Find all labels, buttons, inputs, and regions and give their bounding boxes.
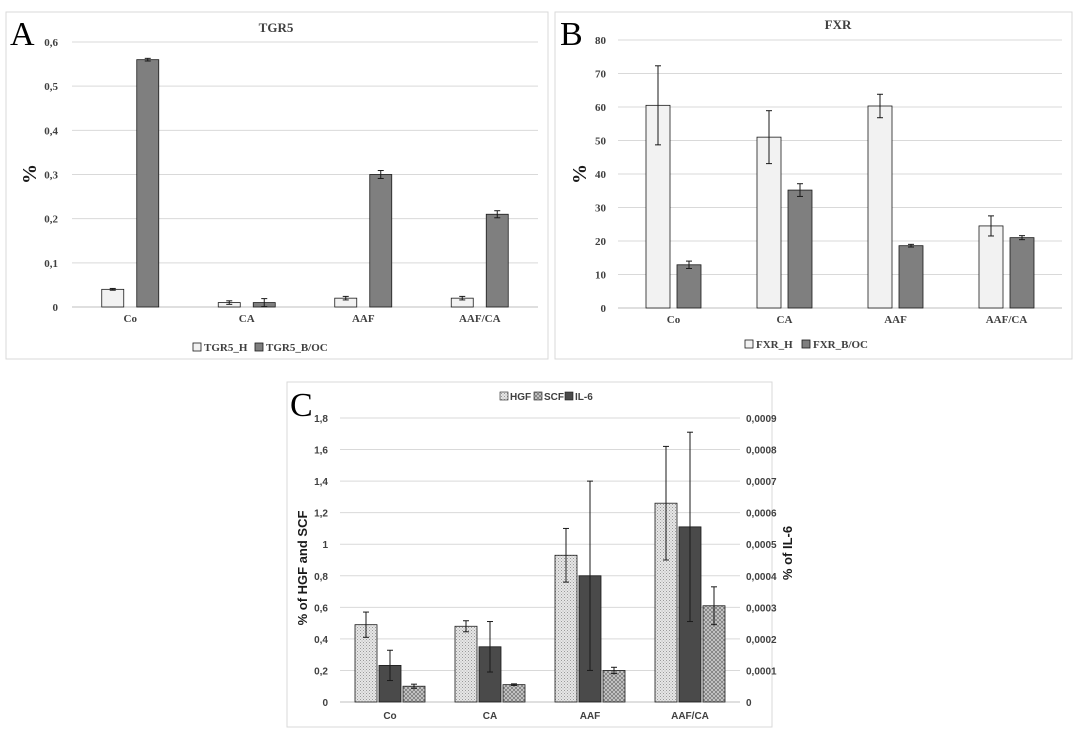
- panel-b-ytick-label: 20: [595, 236, 607, 248]
- bar-fxr-h-aaf-ca: [978, 225, 1004, 309]
- legend-label-tgr5-b-oc: TGR5_B/OC: [266, 342, 328, 354]
- panel-c-ytick-label: 1: [322, 540, 328, 551]
- bar-scf-ca: [502, 684, 526, 703]
- panel-a-ylabel: %: [19, 164, 41, 184]
- legend-label-hgf: HGF: [510, 392, 531, 403]
- panel-b-ylabel: %: [569, 164, 591, 184]
- legend-swatch-tgr5-b-oc: [254, 342, 264, 352]
- panel-c-y2tick-label: 0,0008: [746, 446, 777, 457]
- panel-c-ytick-label: 0: [322, 698, 328, 709]
- legend-swatch-hgf: [499, 391, 509, 401]
- panel-c-ytick-label: 1,2: [314, 509, 328, 520]
- panel-c-ytick-label: 0,2: [314, 666, 328, 677]
- bar-tgr5-b-oc-co: [136, 59, 160, 308]
- panel-a-ytick-label: 0,2: [44, 214, 58, 226]
- panel-c-ytick-label: 0,4: [314, 635, 328, 646]
- panel-a-plot: 0 0,1 0,2 0,3 0,4 0,5 0,6 Co CA AAF AAF/CA: [44, 37, 538, 325]
- bar-fxr-h-ca: [756, 136, 782, 309]
- panel-c-ylabel-right: % of IL-6: [780, 526, 795, 580]
- panel-a-ytick-label: 0: [53, 302, 59, 314]
- panel-b-ytick-label: 50: [595, 136, 607, 148]
- panel-a-ytick-label: 0,3: [44, 170, 58, 182]
- panel-c-y2tick-label: 0,0004: [746, 572, 777, 583]
- panel-c-xtick-label: CA: [483, 711, 497, 722]
- panel-c-xtick-label: AAF: [580, 711, 601, 722]
- legend-label-il6: IL-6: [575, 392, 593, 403]
- panel-c-y2tick-label: 0,0003: [746, 603, 777, 614]
- legend-swatch-fxr-b-oc: [801, 339, 811, 349]
- panel-a-xtick-label: Co: [124, 313, 138, 325]
- panel-b-legend: FXR_H FXR_B/OC: [744, 339, 868, 351]
- panel-c-y2tick-label: 0,0001: [746, 666, 777, 677]
- bar-fxr-b-oc-aaf-ca: [1009, 237, 1035, 309]
- legend-label-tgr5-h: TGR5_H: [204, 342, 248, 354]
- panel-c-y2tick-label: 0,0009: [746, 414, 777, 425]
- panel-b-letter: B: [560, 16, 583, 53]
- panel-a-ytick-label: 0,6: [44, 37, 58, 49]
- panel-c-y2tick-label: 0,0002: [746, 635, 777, 646]
- panel-a-ytick-label: 0,1: [44, 258, 58, 270]
- panel-c-y2tick-label: 0: [746, 698, 752, 709]
- panel-b-ytick-label: 10: [595, 270, 607, 282]
- panel-b-ytick-label: 0: [601, 303, 607, 315]
- bar-scf-aaf: [602, 670, 626, 703]
- panel-b-ytick-label: 80: [595, 35, 607, 47]
- panel-a-letter: A: [10, 16, 35, 53]
- bar-hgf-ca: [454, 625, 478, 703]
- bar-fxr-b-oc-ca: [787, 189, 813, 309]
- panel-a-legend: TGR5_H TGR5_B/OC: [192, 342, 328, 354]
- legend-label-scf: SCF: [544, 392, 564, 403]
- panel-a-xtick-label: AAF: [352, 313, 375, 325]
- bar-tgr5-h-co: [101, 288, 125, 308]
- legend-label-fxr-b-oc: FXR_B/OC: [813, 339, 868, 351]
- legend-swatch-il6: [564, 391, 574, 401]
- legend-swatch-tgr5-h: [192, 342, 202, 352]
- panel-b-title: FXR: [825, 17, 852, 32]
- panel-b-ytick-label: 40: [595, 169, 607, 181]
- panel-b-xtick-label: Co: [667, 314, 681, 326]
- panel-a-title: TGR5: [259, 20, 294, 35]
- panel-c-ytick-label: 1,4: [314, 477, 328, 488]
- legend-label-fxr-h: FXR_H: [756, 339, 793, 351]
- panel-c-ytick-label: 1,6: [314, 446, 328, 457]
- panel-c-ytick-label: 0,6: [314, 603, 328, 614]
- bar-tgr5-b-oc-aaf: [369, 174, 393, 308]
- panel-b-ytick-label: 70: [595, 69, 607, 81]
- panel-c-ytick-label: 1,8: [314, 414, 328, 425]
- panel-b-ytick-label: 60: [595, 102, 607, 114]
- legend-swatch-fxr-h: [744, 339, 754, 349]
- bar-tgr5-b-oc-aaf-ca: [485, 213, 509, 308]
- panel-a-xtick-label: AAF/CA: [459, 313, 501, 325]
- panel-b-xtick-label: CA: [777, 314, 793, 326]
- panel-c-xtick-label: Co: [383, 711, 396, 722]
- panel-b-plot: 0 10 20 30 40 50 60 70 80 Co CA AAF AAF/CA: [595, 35, 1062, 326]
- panel-c-letter: C: [290, 387, 313, 424]
- panel-c-y2tick-label: 0,0007: [746, 477, 777, 488]
- panel-c-y2tick-label: 0,0006: [746, 509, 777, 520]
- panel-c-y2tick-label: 0,0005: [746, 540, 777, 551]
- panel-c-xtick-label: AAF/CA: [671, 711, 709, 722]
- panel-a-xtick-label: CA: [239, 313, 255, 325]
- panel-a-ytick-label: 0,4: [44, 125, 58, 137]
- panel-c-plot: 0 0,2 0,4 0,6 0,8 1 1,2 1,4 1,6 1,8 0 0,0001 0,0002 0…: [314, 414, 777, 722]
- panel-c-legend: HGF SCF IL-6: [499, 391, 593, 403]
- panel-b-xtick-label: AAF/CA: [986, 314, 1028, 326]
- bar-fxr-b-oc-aaf: [898, 245, 924, 309]
- panel-c-ytick-label: 0,8: [314, 572, 328, 583]
- panel-b-ytick-label: 30: [595, 203, 607, 215]
- bar-fxr-h-aaf: [867, 105, 893, 309]
- bar-fxr-b-oc-co: [676, 264, 702, 309]
- legend-swatch-scf: [533, 391, 543, 401]
- panel-b-xtick-label: AAF: [884, 314, 907, 326]
- panel-c-ylabel-left: % of HGF and SCF: [295, 511, 310, 626]
- panel-a-ytick-label: 0,5: [44, 81, 58, 93]
